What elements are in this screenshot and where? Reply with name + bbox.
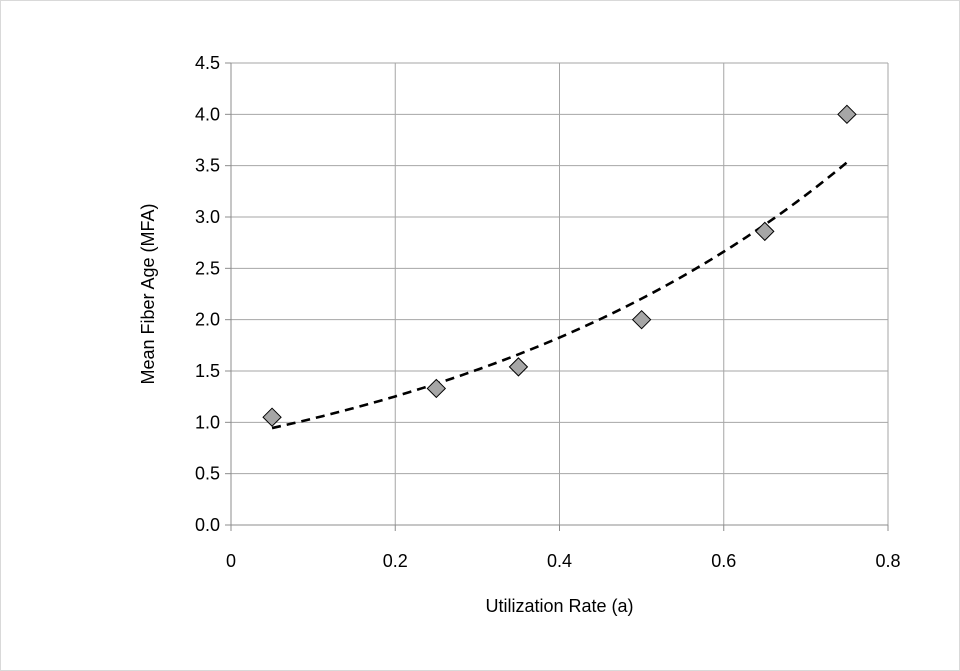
- x-tick-label: 0.6: [711, 551, 736, 571]
- data-markers: [262, 104, 857, 427]
- x-tick-label: 0.4: [547, 551, 572, 571]
- y-tick-label: 0.5: [195, 464, 220, 484]
- y-tick-label: 4.0: [195, 104, 220, 124]
- trendline: [271, 161, 848, 430]
- y-tick-label: 4.5: [195, 53, 220, 73]
- data-point: [631, 309, 652, 330]
- x-tick-label: 0.2: [383, 551, 408, 571]
- y-tick-label: 2.5: [195, 258, 220, 278]
- data-point: [262, 407, 282, 427]
- data-point: [755, 221, 775, 242]
- y-tick-label: 0.0: [195, 515, 220, 535]
- gridlines: [231, 62, 889, 525]
- x-tick-label: 0: [226, 551, 236, 571]
- data-point: [426, 378, 447, 399]
- axes: [225, 62, 889, 531]
- y-tick-label: 2.0: [195, 310, 220, 330]
- x-axis-title: Utilization Rate (a): [485, 596, 633, 616]
- x-tick-label: 0.8: [875, 551, 900, 571]
- data-point: [837, 104, 857, 125]
- y-tick-label: 3.0: [195, 207, 220, 227]
- data-point: [508, 357, 529, 377]
- trendline-layer: [271, 161, 848, 430]
- y-tick-label: 3.5: [195, 156, 220, 176]
- y-tick-label: 1.0: [195, 412, 220, 432]
- y-tick-label: 1.5: [195, 361, 220, 381]
- tick-labels: 0.0 0.5 1.0 1.5 2.0 2.5 3.0 3.5 4.0 4.5 0 0.2 0.4 0.6…: [195, 53, 901, 571]
- y-axis-title: Mean Fiber Age (MFA): [138, 203, 158, 384]
